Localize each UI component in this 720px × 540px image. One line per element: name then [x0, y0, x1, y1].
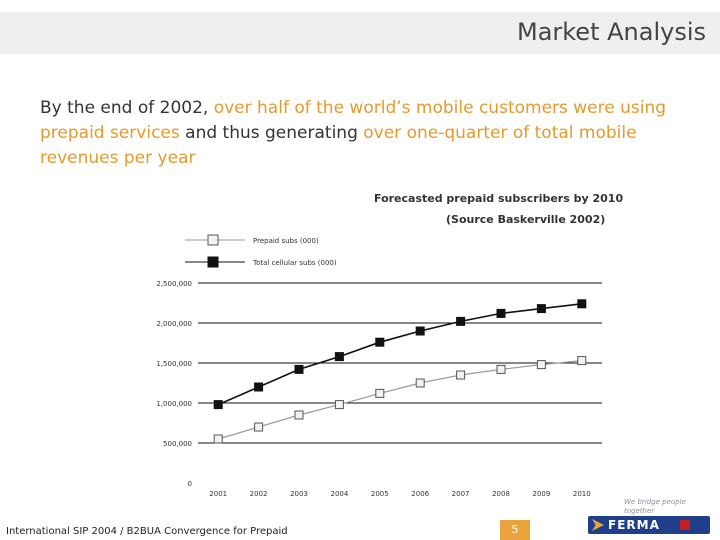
- data-point: [334, 400, 344, 410]
- y-tick-label: 500,000: [163, 440, 192, 448]
- data-point: [254, 422, 264, 432]
- footer-text: International SIP 2004 / B2BUA Convergen…: [6, 526, 288, 537]
- ferma-logo: FERMA: [588, 516, 710, 534]
- data-point: [496, 308, 506, 318]
- logo-text: FERMA: [608, 518, 660, 532]
- data-point: [415, 378, 425, 388]
- title-bar: Market Analysis: [0, 12, 720, 54]
- intro-text-1: By the end of 2002,: [40, 98, 214, 118]
- data-point: [254, 382, 264, 392]
- data-point: [294, 410, 304, 420]
- y-tick-label: 2,500,000: [156, 280, 192, 288]
- x-tick-label: 2007: [452, 490, 470, 498]
- legend-marker: [207, 234, 219, 246]
- data-point: [213, 400, 223, 410]
- data-point: [415, 326, 425, 336]
- data-point: [536, 304, 546, 314]
- x-tick-label: 2010: [573, 490, 591, 498]
- data-point: [294, 364, 304, 374]
- x-tick-label: 2004: [330, 490, 348, 498]
- y-tick-label: 1,500,000: [156, 360, 192, 368]
- legend-label: Total cellular subs (000): [252, 259, 337, 267]
- intro-highlight-1: over half of the world’s mobile customer…: [40, 98, 667, 143]
- x-tick-label: 2005: [371, 490, 389, 498]
- data-point: [456, 370, 466, 380]
- data-point: [577, 299, 587, 309]
- x-tick-label: 2003: [290, 490, 308, 498]
- chart-subtitle: (Source Baskerville 2002): [446, 213, 606, 226]
- intro-highlight-2: over one-quarter of total mobile revenue…: [40, 123, 637, 168]
- data-point: [577, 356, 587, 366]
- y-tick-label: 1,000,000: [156, 400, 192, 408]
- x-tick-label: 2001: [209, 490, 227, 498]
- data-point: [334, 352, 344, 362]
- intro-text-2: and thus generating: [179, 123, 364, 143]
- data-point: [536, 360, 546, 370]
- legend-label: Prepaid subs (000): [253, 237, 319, 245]
- logo-tagline: We bridge people together: [624, 498, 686, 515]
- y-tick-label: 2,000,000: [156, 320, 192, 328]
- intro-paragraph: By the end of 2002, over half of the wor…: [40, 96, 690, 171]
- page-number: 5: [500, 520, 530, 540]
- legend-marker: [207, 256, 219, 268]
- chart-title: Forecasted prepaid subscribers by 2010: [374, 192, 624, 205]
- series-line: [218, 360, 582, 440]
- x-tick-label: 2006: [411, 490, 429, 498]
- data-point: [213, 434, 223, 444]
- x-tick-label: 2009: [532, 490, 550, 498]
- y-tick-label: 0: [188, 480, 192, 488]
- data-point: [456, 316, 466, 326]
- data-point: [375, 388, 385, 398]
- x-tick-label: 2002: [250, 490, 268, 498]
- data-point: [496, 364, 506, 374]
- page-title: Market Analysis: [516, 18, 706, 46]
- data-point: [375, 337, 385, 347]
- x-tick-label: 2008: [492, 490, 510, 498]
- logo-square-icon: [680, 520, 690, 530]
- series-line: [217, 303, 582, 406]
- logo-background: [588, 516, 710, 534]
